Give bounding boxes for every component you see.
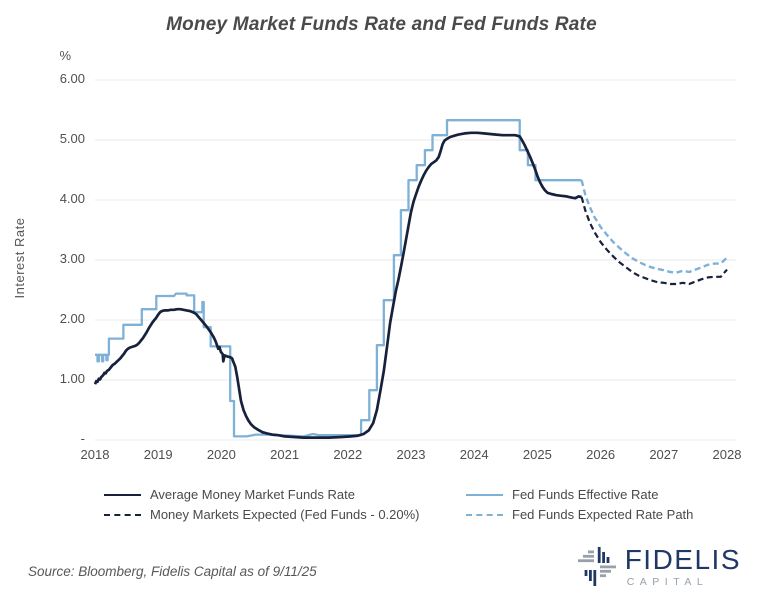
source-note: Source: Bloomberg, Fidelis Capital as of… bbox=[28, 564, 317, 579]
y-tick-label: 5.00 bbox=[59, 131, 85, 146]
legend-label: Fed Funds Expected Rate Path bbox=[512, 507, 694, 522]
x-tick-label: 2026 bbox=[586, 447, 616, 462]
y-tick-label: 1.00 bbox=[59, 371, 85, 386]
x-tick-label: 2020 bbox=[206, 447, 236, 462]
y-tick-label: 6.00 bbox=[59, 71, 85, 86]
legend-item-avg-money-market: Average Money Market Funds Rate bbox=[104, 485, 466, 504]
avg-money-market-line bbox=[93, 131, 582, 439]
x-tick-label: 2022 bbox=[333, 447, 363, 462]
solid-blue-line-sample bbox=[466, 493, 503, 496]
chart-plot-area bbox=[93, 79, 736, 441]
x-tick-label: 2024 bbox=[459, 447, 489, 462]
dashed-blue-line-sample bbox=[466, 513, 503, 516]
y-tick-label: 4.00 bbox=[59, 191, 85, 206]
x-tick-label: 2025 bbox=[522, 447, 552, 462]
money-market-expected-line bbox=[580, 196, 728, 286]
logo-brand-name: FIDELIS bbox=[624, 544, 741, 575]
x-tick-label: 2018 bbox=[80, 447, 110, 462]
legend-item-fed-funds-effective: Fed Funds Effective Rate bbox=[466, 485, 749, 504]
y-tick-label: 3.00 bbox=[59, 251, 85, 266]
x-tick-label: 2028 bbox=[712, 447, 742, 462]
fidelis-logo-icon bbox=[577, 547, 616, 586]
fidelis-logo: FIDELIS CAPITAL bbox=[575, 544, 741, 590]
x-tick-label: 2027 bbox=[649, 447, 679, 462]
fidelis-logo-text: FIDELIS CAPITAL bbox=[624, 544, 741, 589]
dashed-navy-line-sample bbox=[104, 513, 141, 516]
legend-label: Fed Funds Effective Rate bbox=[512, 487, 659, 502]
logo-sub-brand-name: CAPITAL bbox=[626, 576, 709, 588]
x-tick-label: 2023 bbox=[396, 447, 426, 462]
fed-funds-expected-line bbox=[580, 179, 728, 274]
legend-label: Average Money Market Funds Rate bbox=[150, 487, 355, 502]
legend-item-money-markets-expected: Money Markets Expected (Fed Funds - 0.20… bbox=[104, 505, 466, 524]
x-tick-label: 2021 bbox=[270, 447, 300, 462]
solid-navy-line-sample bbox=[104, 493, 141, 496]
legend-label: Money Markets Expected (Fed Funds - 0.20… bbox=[150, 507, 420, 522]
fed-funds-effective-line bbox=[95, 119, 582, 438]
chart-legend: Average Money Market Funds Rate Fed Fund… bbox=[104, 485, 749, 524]
legend-item-fed-funds-expected: Fed Funds Expected Rate Path bbox=[466, 505, 749, 524]
y-tick-label: 2.00 bbox=[59, 311, 85, 326]
y-tick-label: - bbox=[80, 431, 85, 446]
x-tick-label: 2019 bbox=[143, 447, 173, 462]
chart-title: Money Market Funds Rate and Fed Funds Ra… bbox=[166, 14, 597, 35]
y-axis-unit-label: % bbox=[59, 48, 71, 63]
